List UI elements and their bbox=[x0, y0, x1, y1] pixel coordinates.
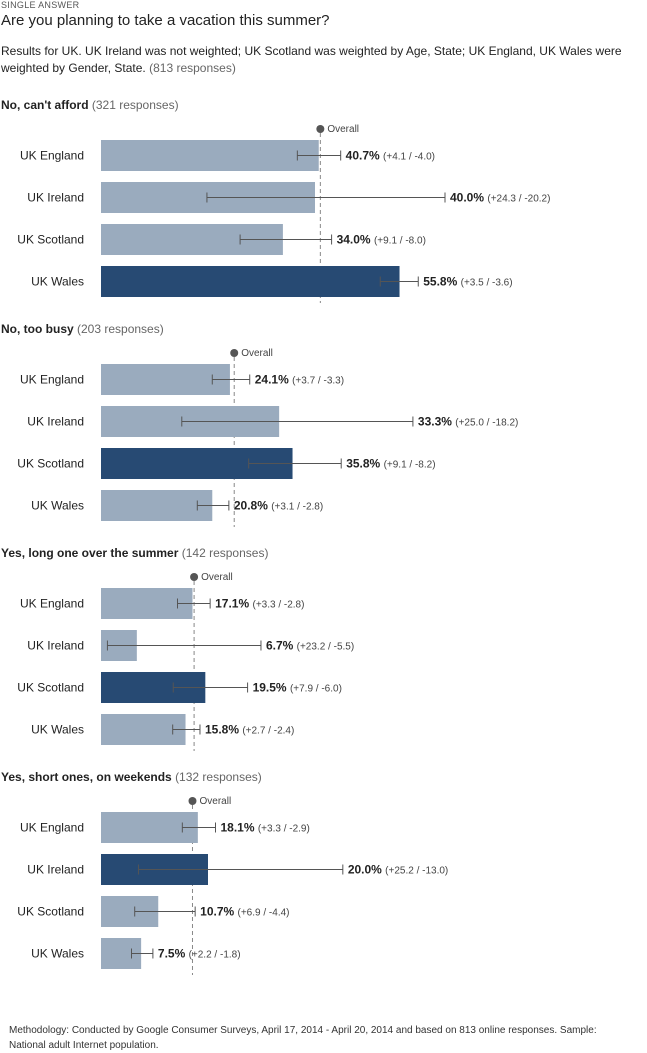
value-label: 6.7% (+23.2 / -5.5) bbox=[266, 639, 354, 653]
error-range-label: (+25.2 / -13.0) bbox=[385, 866, 448, 877]
error-range-label: (+24.3 / -20.2) bbox=[487, 194, 550, 205]
value-percent: 35.8% bbox=[346, 457, 383, 471]
value-label: 35.8% (+9.1 / -8.2) bbox=[346, 457, 435, 471]
value-percent: 10.7% bbox=[200, 905, 237, 919]
error-range-label: (+3.3 / -2.8) bbox=[252, 600, 304, 611]
value-label: 19.5% (+7.9 / -6.0) bbox=[253, 681, 342, 695]
value-percent: 40.7% bbox=[346, 149, 383, 163]
overall-marker bbox=[188, 797, 197, 805]
error-range-label: (+3.7 / -3.3) bbox=[292, 376, 344, 387]
overall-label: Overall bbox=[199, 796, 231, 807]
value-label: 33.3% (+25.0 / -18.2) bbox=[418, 415, 518, 429]
section-title-text: No, can't afford bbox=[1, 98, 92, 112]
section-response-count: (132 responses) bbox=[175, 770, 262, 784]
overall-marker bbox=[230, 349, 239, 357]
bar bbox=[101, 364, 230, 395]
category-label: UK Wales bbox=[31, 723, 84, 737]
section-title: Yes, long one over the summer (142 respo… bbox=[1, 546, 268, 560]
error-range-label: (+25.0 / -18.2) bbox=[455, 418, 518, 429]
category-label: UK Ireland bbox=[27, 863, 84, 877]
error-range-label: (+7.9 / -6.0) bbox=[290, 684, 342, 695]
methodology-note: Methodology: Conducted by Google Consume… bbox=[9, 1025, 597, 1051]
bar bbox=[101, 140, 319, 171]
error-range-label: (+6.9 / -4.4) bbox=[238, 908, 290, 919]
overall-label: Overall bbox=[201, 572, 233, 583]
error-range-label: (+4.1 / -4.0) bbox=[383, 152, 435, 163]
bar bbox=[101, 490, 213, 521]
category-label: UK England bbox=[20, 597, 84, 611]
value-label: 18.1% (+3.3 / -2.9) bbox=[220, 821, 309, 835]
value-percent: 40.0% bbox=[450, 191, 487, 205]
category-label: UK England bbox=[20, 149, 84, 163]
overall-marker bbox=[190, 573, 199, 581]
value-label: 7.5% (+2.2 / -1.8) bbox=[158, 947, 241, 961]
question-type-label: SINGLE ANSWER bbox=[1, 0, 80, 10]
section-title-text: No, too busy bbox=[1, 322, 77, 336]
value-label: 15.8% (+2.7 / -2.4) bbox=[205, 723, 294, 737]
value-label: 40.0% (+24.3 / -20.2) bbox=[450, 191, 550, 205]
value-percent: 7.5% bbox=[158, 947, 189, 961]
error-range-label: (+9.1 / -8.2) bbox=[384, 460, 436, 471]
total-responses: (813 responses) bbox=[149, 61, 236, 75]
category-label: UK Scotland bbox=[17, 233, 84, 247]
category-label: UK Ireland bbox=[27, 639, 84, 653]
value-percent: 24.1% bbox=[255, 373, 292, 387]
value-label: 55.8% (+3.5 / -3.6) bbox=[423, 275, 512, 289]
section-response-count: (142 responses) bbox=[182, 546, 269, 560]
value-percent: 20.0% bbox=[348, 863, 385, 877]
section-response-count: (321 responses) bbox=[92, 98, 179, 112]
category-label: UK Ireland bbox=[27, 191, 84, 205]
error-range-label: (+2.7 / -2.4) bbox=[242, 726, 294, 737]
value-percent: 34.0% bbox=[337, 233, 374, 247]
error-range-label: (+9.1 / -8.0) bbox=[374, 236, 426, 247]
overall-label: Overall bbox=[327, 124, 359, 135]
section-title: No, too busy (203 responses) bbox=[1, 322, 164, 336]
error-range-label: (+3.5 / -3.6) bbox=[461, 278, 513, 289]
value-label: 34.0% (+9.1 / -8.0) bbox=[337, 233, 426, 247]
value-percent: 18.1% bbox=[220, 821, 257, 835]
overall-marker bbox=[316, 125, 325, 133]
bar bbox=[101, 266, 400, 297]
category-label: UK Ireland bbox=[27, 415, 84, 429]
value-percent: 33.3% bbox=[418, 415, 455, 429]
value-label: 40.7% (+4.1 / -4.0) bbox=[346, 149, 435, 163]
description-text: Results for UK. UK Ireland was not weigh… bbox=[1, 44, 622, 75]
section-response-count: (203 responses) bbox=[77, 322, 164, 336]
error-range-label: (+3.3 / -2.9) bbox=[258, 824, 310, 835]
category-label: UK Wales bbox=[31, 275, 84, 289]
error-range-label: (+3.1 / -2.8) bbox=[271, 502, 323, 513]
value-percent: 17.1% bbox=[215, 597, 252, 611]
value-label: 24.1% (+3.7 / -3.3) bbox=[255, 373, 344, 387]
section-title: Yes, short ones, on weekends (132 respon… bbox=[1, 770, 262, 784]
category-label: UK Scotland bbox=[17, 681, 84, 695]
value-label: 17.1% (+3.3 / -2.8) bbox=[215, 597, 304, 611]
section-title-text: Yes, long one over the summer bbox=[1, 546, 182, 560]
value-percent: 55.8% bbox=[423, 275, 460, 289]
value-percent: 19.5% bbox=[253, 681, 290, 695]
value-label: 20.8% (+3.1 / -2.8) bbox=[234, 499, 323, 513]
overall-label: Overall bbox=[241, 348, 273, 359]
value-percent: 20.8% bbox=[234, 499, 271, 513]
question-title: Are you planning to take a vacation this… bbox=[1, 12, 330, 29]
category-label: UK Wales bbox=[31, 499, 84, 513]
category-label: UK Scotland bbox=[17, 457, 84, 471]
value-label: 10.7% (+6.9 / -4.4) bbox=[200, 905, 289, 919]
error-range-label: (+23.2 / -5.5) bbox=[297, 642, 355, 653]
bar bbox=[101, 812, 198, 843]
category-label: UK England bbox=[20, 821, 84, 835]
section-title: No, can't afford (321 responses) bbox=[1, 98, 179, 112]
error-range-label: (+2.2 / -1.8) bbox=[189, 950, 241, 961]
bar bbox=[101, 714, 186, 745]
category-label: UK England bbox=[20, 373, 84, 387]
category-label: UK Scotland bbox=[17, 905, 84, 919]
category-label: UK Wales bbox=[31, 947, 84, 961]
value-percent: 6.7% bbox=[266, 639, 297, 653]
results-description: Results for UK. UK Ireland was not weigh… bbox=[1, 43, 646, 77]
section-title-text: Yes, short ones, on weekends bbox=[1, 770, 175, 784]
value-percent: 15.8% bbox=[205, 723, 242, 737]
value-label: 20.0% (+25.2 / -13.0) bbox=[348, 863, 448, 877]
